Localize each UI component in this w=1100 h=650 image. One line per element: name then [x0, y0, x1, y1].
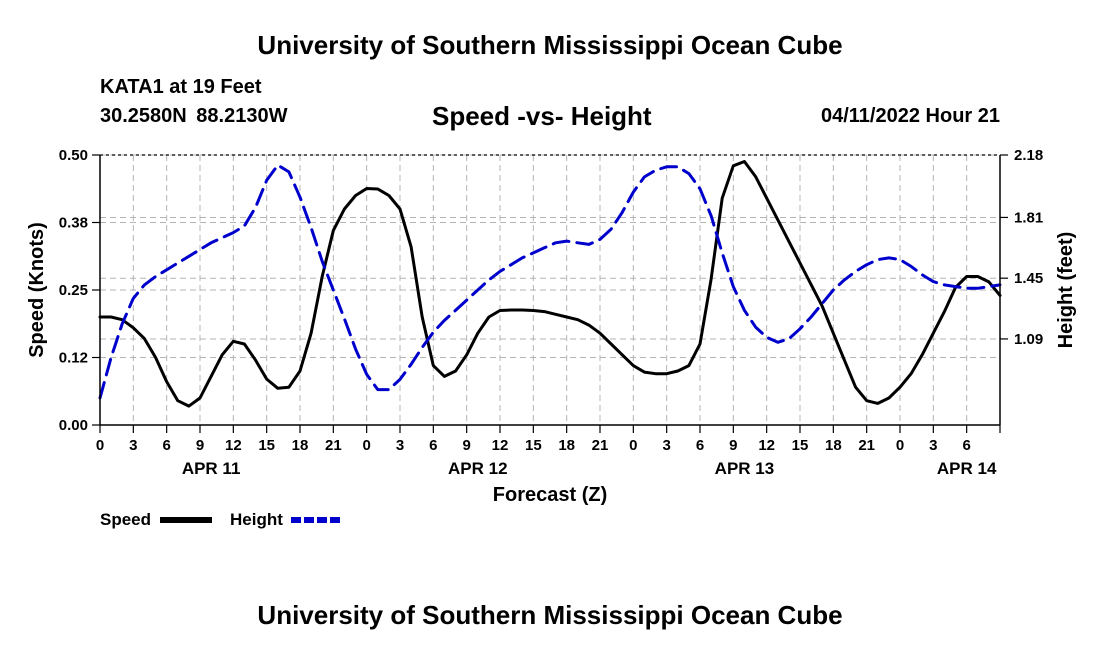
station-label: KATA1 at 19 Feet [100, 76, 262, 98]
x-tick-label: 12 [758, 437, 775, 454]
x-tick-label: 3 [129, 437, 137, 454]
x-tick-label: 21 [858, 437, 875, 454]
grid-lines [100, 154, 1000, 425]
y-right-tick-label: 2.18 [1014, 147, 1043, 164]
x-tick-label: 0 [96, 437, 104, 454]
lat-lon-label: 30.2580N 88.2130W [100, 105, 288, 127]
x-tick-label: 3 [929, 437, 937, 454]
x-tick-label: 12 [492, 437, 509, 454]
series-lines [98, 160, 1002, 408]
forecast-datetime: 04/11/2022 Hour 21 [820, 105, 1000, 127]
y-left-tick-label: 0.25 [59, 282, 88, 299]
day-label: APR 12 [448, 459, 508, 478]
chart-title: Speed -vs- Height [432, 101, 652, 131]
y-left-axis-title: Speed (Knots) [26, 222, 48, 358]
series-line-height [98, 163, 1002, 400]
x-tick-label: 18 [292, 437, 309, 454]
y-right-tick-label: 1.45 [1014, 270, 1043, 287]
series-line-speed [98, 160, 1002, 408]
x-tick-label: 6 [162, 437, 170, 454]
footer-title: University of Southern Mississippi Ocean… [257, 600, 843, 630]
x-tick-label: 9 [729, 437, 737, 454]
x-tick-label: 12 [225, 437, 242, 454]
x-tick-label: 3 [396, 437, 404, 454]
y-left-tick-label: 0.50 [59, 147, 88, 164]
legend: Speed Height [100, 510, 343, 529]
y-left-tick-label: 0.00 [59, 417, 88, 434]
y-right-tick-label: 1.81 [1014, 209, 1043, 226]
day-label: APR 14 [937, 459, 997, 478]
x-tick-label: 18 [825, 437, 842, 454]
legend-label-height: Height [230, 510, 283, 529]
x-tick-label: 0 [629, 437, 637, 454]
x-tick-label: 0 [362, 437, 370, 454]
x-tick-label: 0 [896, 437, 904, 454]
x-tick-label: 21 [592, 437, 609, 454]
page-title: University of Southern Mississippi Ocean… [257, 30, 843, 60]
legend-label-speed: Speed [100, 510, 151, 529]
y-right-axis-title: Height (feet) [1055, 232, 1077, 349]
x-tick-label: 6 [429, 437, 437, 454]
x-tick-label: 6 [962, 437, 970, 454]
y-right-tick-label: 1.09 [1014, 331, 1043, 348]
x-axis-title: Forecast (Z) [493, 484, 607, 506]
x-tick-label: 21 [325, 437, 342, 454]
x-tick-label: 9 [462, 437, 470, 454]
day-label: APR 11 [182, 459, 241, 478]
x-tick-label: 15 [258, 437, 275, 454]
x-tick-label: 3 [662, 437, 670, 454]
x-tick-label: 9 [196, 437, 204, 454]
axis-labels: 0 3 6 9 12 15 18 21 0 3 6 9 12 15 18 21 0 3 6 9 12 15 18 21 0 3 6A… [26, 147, 1077, 506]
day-label: APR 13 [715, 459, 775, 478]
x-tick-label: 6 [696, 437, 704, 454]
x-tick-label: 15 [525, 437, 542, 454]
x-tick-label: 18 [558, 437, 575, 454]
x-tick-label: 15 [792, 437, 809, 454]
y-left-tick-label: 0.12 [59, 350, 88, 367]
axes [92, 154, 1008, 433]
y-left-tick-label: 0.38 [59, 215, 88, 232]
